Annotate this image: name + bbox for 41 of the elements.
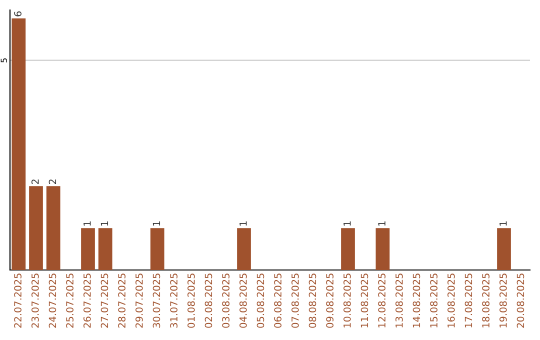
data-label: 1 [100, 221, 108, 226]
x-tick-label: 16.08.2025 [447, 274, 455, 328]
data-label: 6 [14, 11, 22, 16]
x-tick-label: 15.08.2025 [430, 274, 438, 328]
data-label: 1 [344, 221, 351, 226]
x-tick-label: 07.08.2025 [291, 274, 299, 328]
x-tick-label: 01.08.2025 [187, 274, 195, 328]
data-label: 1 [152, 221, 160, 226]
x-tick-label: 20.08.2025 [516, 274, 524, 328]
x-tick-label: 04.08.2025 [239, 274, 247, 328]
x-tick-label: 09.08.2025 [326, 274, 334, 328]
x-tick-label: 26.07.2025 [83, 274, 91, 328]
x-tick-label: 27.07.2025 [100, 274, 108, 328]
x-tick-label: 25.07.2025 [66, 274, 74, 328]
x-tick-label: 11.08.2025 [360, 274, 368, 328]
x-tick-label: 06.08.2025 [274, 274, 282, 328]
x-tick-label: 28.07.2025 [118, 274, 126, 328]
data-label: 1 [500, 221, 507, 226]
x-tick-label: 02.08.2025 [204, 274, 212, 328]
x-tick-label: 24.07.2025 [48, 274, 56, 328]
x-tick-label: 08.08.2025 [308, 274, 316, 328]
x-tick-label: 13.08.2025 [395, 274, 403, 328]
x-tick-label: 18.08.2025 [482, 274, 490, 328]
data-label: 1 [84, 221, 91, 226]
data-label: 2 [31, 180, 39, 184]
data-label: 1 [240, 221, 247, 226]
y-tick-label: 5 [0, 58, 7, 62]
x-tick-label: 10.08.2025 [343, 274, 351, 328]
x-tick-label: 14.08.2025 [412, 274, 420, 328]
data-label: 1 [378, 221, 386, 226]
x-tick-label: 31.07.2025 [170, 274, 178, 328]
data-label: 2 [48, 180, 56, 184]
x-tick-label: 05.08.2025 [256, 274, 264, 328]
x-tick-label: 30.07.2025 [152, 274, 160, 328]
x-tick-label: 17.08.2025 [464, 274, 472, 328]
x-tick-label: 29.07.2025 [135, 274, 143, 328]
x-tick-label: 22.07.2025 [14, 274, 22, 328]
x-tick-label: 03.08.2025 [222, 274, 230, 328]
x-tick-label: 23.07.2025 [31, 274, 39, 328]
x-tick-label: 19.08.2025 [499, 274, 507, 328]
x-tick-label: 12.08.2025 [378, 274, 386, 328]
